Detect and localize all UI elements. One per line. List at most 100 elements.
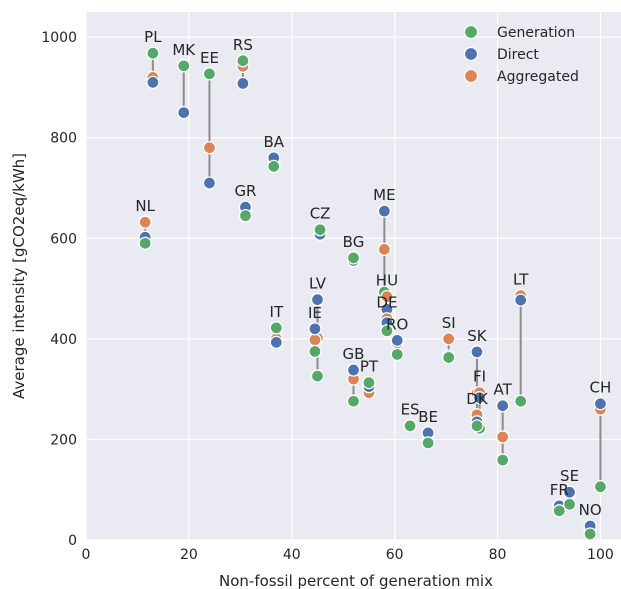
legend-label-generation: Generation	[497, 25, 575, 41]
point-direct-ro	[390, 333, 404, 348]
point-generation-at	[496, 453, 510, 467]
y-tick-label: 600	[50, 231, 77, 247]
country-label-lv: LV	[309, 275, 327, 293]
country-label-pl: PL	[144, 28, 162, 46]
point-generation-ee	[202, 67, 217, 81]
legend-marker-generation	[463, 24, 479, 40]
country-label-mk: MK	[172, 41, 196, 59]
point-generation-fr	[552, 504, 566, 518]
x-tick-label: 0	[82, 547, 91, 563]
country-label-ro: RO	[386, 315, 408, 333]
point-aggregated-si	[442, 332, 456, 346]
point-aggregated-at	[496, 430, 510, 444]
country-label-ee: EE	[200, 49, 219, 67]
point-generation-be	[421, 436, 435, 450]
point-generation-gb	[346, 394, 361, 408]
point-direct-ee	[202, 176, 217, 190]
point-generation-cz	[313, 223, 327, 237]
country-label-me: ME	[373, 186, 395, 204]
point-direct-mk	[177, 105, 191, 120]
y-tick-label: 1000	[41, 30, 77, 46]
country-label-rs: RS	[233, 36, 253, 54]
country-label-si: SI	[442, 314, 456, 332]
x-tick-label: 80	[489, 547, 507, 563]
country-label-bg: BG	[343, 233, 365, 251]
point-generation-rs	[236, 54, 250, 68]
country-label-gr: GR	[234, 182, 256, 200]
point-direct-fi	[472, 391, 487, 405]
point-generation-pl	[146, 46, 160, 60]
point-direct-it	[269, 335, 283, 350]
x-tick-label: 20	[180, 547, 198, 563]
legend-label-aggregated: Aggregated	[497, 69, 579, 85]
legend-label-direct: Direct	[497, 47, 539, 63]
point-direct-rs	[236, 76, 250, 91]
country-label-se: SE	[560, 467, 579, 485]
point-generation-nl	[138, 236, 152, 250]
point-generation-lv	[310, 369, 325, 383]
y-tick-label: 200	[50, 432, 77, 448]
country-labels: PL MK EE RS BA GR NL CZ BG ME LV HU DE IT IE RO SI SK LT GB…	[135, 28, 611, 519]
point-generation-pt	[362, 375, 376, 390]
x-tick-label: 40	[283, 547, 301, 563]
x-axis-label: Non-fossil percent of generation mix	[219, 572, 493, 589]
country-label-be: BE	[418, 408, 438, 426]
point-generation-bg	[346, 251, 361, 265]
y-tick-label: 800	[50, 131, 77, 147]
country-label-dk: DK	[466, 390, 489, 408]
point-direct-gb	[346, 363, 361, 377]
country-label-it: IT	[270, 303, 284, 321]
legend-marker-aggregated	[463, 68, 479, 84]
point-generation-ba	[267, 159, 281, 174]
point-generation-si	[442, 350, 456, 365]
point-generation-de	[380, 324, 394, 338]
point-direct-pl	[146, 75, 160, 90]
point-aggregated-me	[377, 242, 392, 256]
y-tick-label: 0	[68, 533, 77, 549]
country-label-es: ES	[401, 400, 420, 418]
y-tick-label: 400	[50, 332, 77, 348]
point-aggregated-nl	[138, 215, 152, 229]
point-direct-me	[377, 204, 392, 218]
country-label-ch: CH	[590, 379, 612, 397]
country-label-no: NO	[579, 501, 602, 519]
country-label-lt: LT	[513, 271, 529, 289]
legend: Generation Direct Aggregated	[463, 24, 579, 85]
country-label-gb: GB	[343, 345, 365, 363]
x-tick-label: 60	[386, 547, 404, 563]
point-generation-no	[583, 527, 597, 541]
point-generation-mk	[177, 59, 191, 73]
country-label-pt: PT	[360, 358, 379, 376]
point-direct-ch	[593, 397, 608, 411]
point-direct-lt	[514, 293, 528, 307]
country-label-cz: CZ	[310, 205, 331, 223]
point-direct-lv	[310, 292, 325, 307]
data-points	[138, 46, 608, 541]
point-generation-gr	[238, 209, 253, 223]
country-label-nl: NL	[135, 197, 155, 215]
country-label-sk: SK	[467, 327, 488, 345]
point-generation-ie	[308, 344, 322, 359]
point-direct-ie	[308, 322, 322, 336]
grid	[85, 12, 621, 541]
point-generation-es	[403, 419, 417, 433]
point-generation-ch	[593, 480, 608, 494]
point-generation-lt	[514, 394, 528, 408]
country-label-at: AT	[494, 381, 513, 399]
country-label-ie: IE	[308, 304, 322, 322]
country-label-fr: FR	[550, 481, 569, 499]
point-aggregated-ee	[202, 141, 217, 155]
point-generation-se	[562, 497, 577, 511]
point-generation-it	[269, 321, 283, 335]
point-generation-dk	[470, 419, 484, 433]
y-axis-label: Average intensity [gCO2eq/kWh]	[10, 153, 28, 399]
country-label-hu: HU	[376, 272, 398, 290]
point-generation-ro	[390, 347, 404, 362]
point-direct-at	[496, 399, 510, 413]
country-label-ba: BA	[263, 133, 284, 151]
x-tick-label: 100	[587, 547, 614, 563]
country-label-fi: FI	[473, 368, 486, 386]
